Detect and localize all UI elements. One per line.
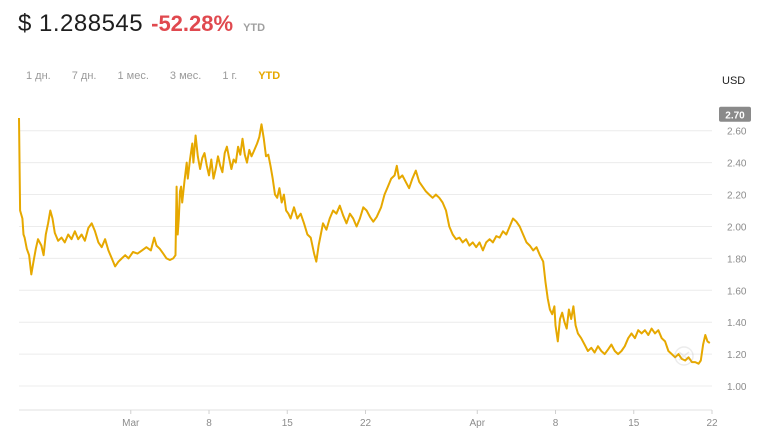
y-tick-label: 1.00	[727, 382, 747, 393]
period-label: YTD	[243, 22, 266, 34]
y-tick-label: 2.20	[727, 191, 747, 202]
tab-3[interactable]: 3 мес.	[169, 70, 202, 82]
x-tick-label: 8	[206, 418, 212, 429]
price-change-percent: -52.28%	[151, 11, 234, 36]
y-tick-label: 2.60	[727, 127, 747, 138]
y-tick-label: 2.00	[727, 222, 747, 233]
x-tick-label: 22	[360, 418, 372, 429]
y-tick-label: 1.40	[727, 318, 747, 329]
x-tick-label: 8	[553, 418, 559, 429]
x-tick-label: 15	[282, 418, 294, 429]
x-tick-label: 22	[706, 418, 718, 429]
y-tick-label: 1.80	[727, 254, 747, 265]
price-chart[interactable]: 1.00 1.20 1.40 1.60 1.80 2.00 2.20 2.40 2.60 Mar…	[0, 90, 775, 442]
period-tabs: 1 дн. 7 дн. 1 мес. 3 мес. 1 г. YTD	[26, 70, 301, 82]
current-value-badge-bg	[719, 106, 751, 122]
price-value: $ 1.288545	[18, 10, 144, 37]
x-tick-label: 15	[628, 418, 640, 429]
current-value-badge-label: 2.70	[725, 110, 745, 121]
y-axis: 1.00 1.20 1.40 1.60 1.80 2.00 2.20 2.40 2.60	[727, 127, 747, 393]
y-tick-label: 1.60	[727, 286, 747, 297]
y-tick-label: 1.20	[727, 350, 747, 361]
tab-0[interactable]: 1 дн.	[26, 70, 51, 82]
current-value-badge: 2.70	[719, 106, 751, 122]
price-header: $ 1.288545 -52.28% YTD	[18, 10, 265, 42]
tab-4[interactable]: 1 г.	[222, 70, 238, 82]
x-axis: Mar 8 15 22 Apr 8 15 22	[122, 410, 718, 429]
x-tick-label: Apr	[469, 418, 485, 429]
y-tick-label: 2.40	[727, 159, 747, 170]
x-tick-label: Mar	[122, 418, 140, 429]
price-line-series	[18, 117, 711, 365]
chart-grid	[19, 130, 712, 411]
tab-5[interactable]: YTD	[258, 70, 281, 82]
tab-2[interactable]: 1 мес.	[117, 70, 149, 82]
tab-1[interactable]: 7 дн.	[71, 70, 97, 82]
watermark-icon	[674, 346, 694, 366]
currency-label: USD	[722, 75, 746, 87]
